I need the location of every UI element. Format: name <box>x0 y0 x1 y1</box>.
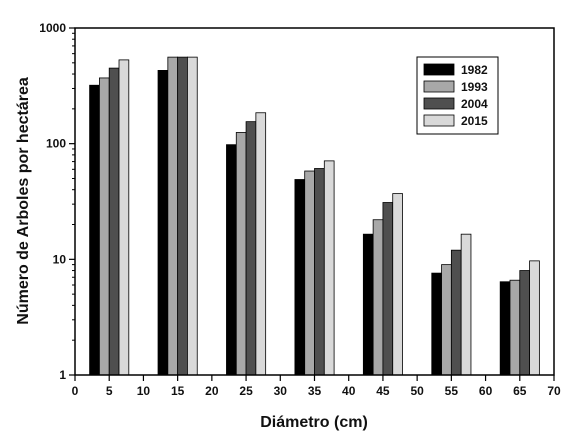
y-tick-label: 1000 <box>39 21 66 35</box>
bar-2015-15 <box>187 56 198 376</box>
x-tick-label: 35 <box>308 384 322 398</box>
x-tick-label: 20 <box>205 384 219 398</box>
x-tick-label: 15 <box>171 384 185 398</box>
bar-1982-35 <box>294 179 306 376</box>
bar-1982-5 <box>89 84 100 376</box>
bar-2004-35 <box>314 168 325 376</box>
y-axis-title: Número de Arboles por hectárea <box>15 77 32 325</box>
bars-layer <box>89 56 540 376</box>
x-axis: 0 5 10 15 20 25 30 35 40 45 50 55 60 65 70 <box>72 375 561 398</box>
bar-1982-25 <box>226 144 237 376</box>
legend-label-2004: 2004 <box>461 97 488 111</box>
y-axis: 1 10 100 1000 <box>39 21 75 382</box>
bar-1993-15 <box>167 56 179 376</box>
bar-2004-25 <box>245 121 257 376</box>
x-tick-label: 25 <box>239 384 253 398</box>
x-tick-label: 70 <box>547 384 561 398</box>
y-tick-label: 100 <box>46 137 66 151</box>
bar-2004-45 <box>382 202 394 376</box>
bar-1982-55 <box>431 272 442 376</box>
bar-2015-65 <box>529 260 540 376</box>
x-tick-label: 55 <box>445 384 459 398</box>
bar-2004-15 <box>177 56 188 376</box>
bar-1993-25 <box>235 132 247 376</box>
bar-2015-25 <box>255 112 267 376</box>
y-tick-label: 10 <box>53 252 67 266</box>
bar-1993-35 <box>304 170 315 376</box>
bar-2015-55 <box>460 233 472 376</box>
bar-1993-5 <box>99 77 110 376</box>
legend-label-1993: 1993 <box>461 80 488 94</box>
bar-1993-45 <box>372 219 384 376</box>
bar-2004-55 <box>450 249 462 376</box>
bar-2004-65 <box>519 270 530 376</box>
bar-2015-5 <box>118 59 130 376</box>
bar-1993-65 <box>509 279 521 376</box>
x-tick-label: 10 <box>137 384 151 398</box>
x-tick-label: 50 <box>410 384 424 398</box>
bar-2015-45 <box>392 193 403 376</box>
bar-2015-35 <box>323 160 335 376</box>
x-tick-label: 30 <box>274 384 288 398</box>
x-tick-label: 40 <box>342 384 356 398</box>
x-tick-label: 65 <box>513 384 527 398</box>
legend-swatch-1993 <box>423 80 455 93</box>
x-tick-label: 45 <box>376 384 390 398</box>
legend-swatch-2004 <box>423 97 455 110</box>
bar-1982-45 <box>362 233 374 376</box>
legend-swatch-2015 <box>423 114 455 127</box>
bar-2004-5 <box>108 67 120 376</box>
bar-1982-15 <box>157 70 169 376</box>
y-tick-label: 1 <box>59 368 66 382</box>
legend-label-2015: 2015 <box>461 114 488 128</box>
x-axis-title: Diámetro (cm) <box>260 414 368 431</box>
legend-label-1982: 1982 <box>461 63 488 77</box>
bar-1982-65 <box>499 281 511 376</box>
x-tick-label: 0 <box>72 384 79 398</box>
x-tick-label: 5 <box>106 384 113 398</box>
legend-swatch-1982 <box>423 63 455 76</box>
x-tick-label: 60 <box>479 384 493 398</box>
legend: 1982 1993 2004 2015 <box>416 56 499 135</box>
bar-1993-55 <box>441 264 452 376</box>
